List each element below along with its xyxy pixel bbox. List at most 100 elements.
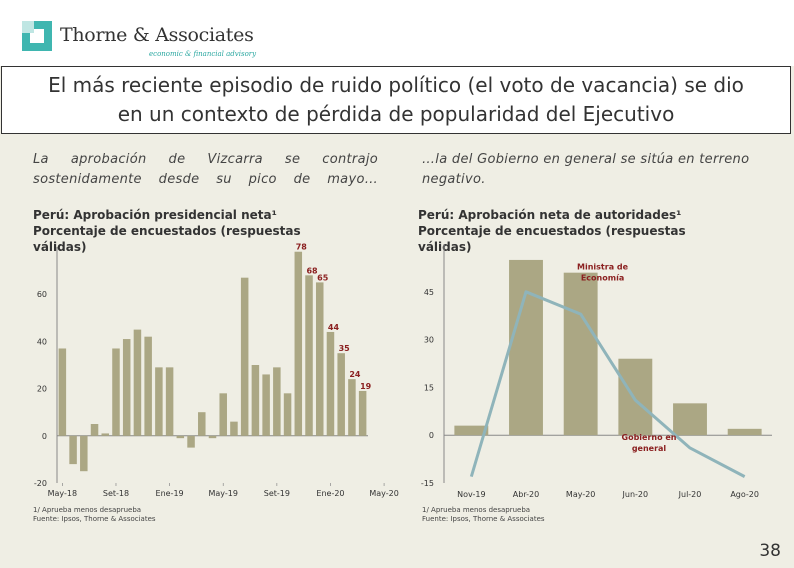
left-bar <box>80 435 88 472</box>
right-line-series-label-1: Gobierno en <box>622 433 677 442</box>
right-footnote: 1/ Aprueba menos desaprueba Fuente: Ipso… <box>422 506 545 524</box>
left-chart-title-line1: Perú: Aprobación presidencial neta¹ <box>33 208 277 222</box>
left-data-label: 65 <box>317 273 329 282</box>
left-footnote-2: Fuente: Ipsos, Thorne & Associates <box>33 515 156 523</box>
left-footnote: 1/ Aprueba menos desaprueba Fuente: Ipso… <box>33 506 156 524</box>
left-bar <box>208 435 217 439</box>
right-chart-title: Perú: Aprobación neta de autoridades¹ Po… <box>418 207 686 255</box>
right-x-tick: Jul-20 <box>678 490 702 499</box>
left-bar <box>230 421 238 436</box>
left-bar <box>112 348 120 436</box>
left-footnote-1: 1/ Aprueba menos desaprueba <box>33 506 142 514</box>
left-subtitle-line2: sostenidamente desde su pico de mayo… <box>33 172 378 187</box>
left-bar <box>358 390 367 436</box>
right-y-tick: 45 <box>424 288 434 297</box>
page-title: El más reciente episodio de ruido políti… <box>2 71 790 129</box>
left-bar <box>133 329 142 436</box>
left-bar <box>240 277 249 436</box>
title-box: El más reciente episodio de ruido políti… <box>1 66 791 134</box>
brand-tagline: economic & financial advisory <box>149 50 257 58</box>
left-x-tick: Ene-19 <box>156 489 184 498</box>
right-y-tick: 30 <box>424 336 434 345</box>
left-chart-title: Perú: Aprobación presidencial neta¹ Porc… <box>33 207 301 255</box>
right-bar-series-label-2: Economía <box>581 273 624 282</box>
left-bar <box>101 433 110 436</box>
right-chart-title-line1: Perú: Aprobación neta de autoridades¹ <box>418 208 682 222</box>
left-bar <box>165 367 174 436</box>
left-bar <box>251 365 260 436</box>
right-line-series-label-2: general <box>632 444 667 453</box>
left-bar <box>283 393 292 436</box>
left-bar <box>155 367 163 436</box>
left-x-tick: May-18 <box>48 489 77 498</box>
left-x-tick: May-19 <box>208 489 237 498</box>
left-data-label: 24 <box>349 370 361 379</box>
left-data-label: 44 <box>328 323 340 332</box>
right-x-tick: Nov-19 <box>457 490 485 499</box>
right-footnote-2: Fuente: Ipsos, Thorne & Associates <box>422 515 545 523</box>
left-bar <box>187 435 195 448</box>
right-chart-title-line3: válidas) <box>418 240 472 254</box>
left-bar <box>69 435 77 465</box>
right-bar <box>727 428 762 436</box>
left-x-tick: Set-18 <box>103 489 129 498</box>
left-data-label: 78 <box>296 243 308 252</box>
left-bar <box>90 424 99 436</box>
right-footnote-1: 1/ Aprueba menos desaprueba <box>422 506 531 514</box>
left-y-tick: 60 <box>37 290 47 299</box>
right-x-tick: May-20 <box>566 490 595 499</box>
left-bar <box>198 412 206 436</box>
right-chart-title-line2: Porcentaje de encuestados (respuestas <box>418 224 686 238</box>
left-subtitle: La aprobación de Vizcarra se contrajo so… <box>33 150 378 190</box>
right-y-tick: 0 <box>429 431 434 440</box>
logo-icon <box>22 21 52 51</box>
right-bar <box>454 425 489 436</box>
right-bar <box>563 272 598 436</box>
left-bar <box>294 251 303 436</box>
left-bar <box>305 275 313 436</box>
right-bar <box>673 403 707 436</box>
left-data-label: 35 <box>339 344 351 353</box>
right-bar-series-label-1: Ministra de <box>577 262 629 271</box>
left-bar <box>273 367 281 436</box>
right-x-tick: Abr-20 <box>513 490 539 499</box>
left-x-tick: May-20 <box>369 489 398 498</box>
right-subtitle-line2: negativo. <box>422 172 486 187</box>
right-y-tick: 15 <box>424 383 434 392</box>
page-number: 38 <box>759 541 781 561</box>
left-bar <box>262 374 270 436</box>
right-y-tick: -15 <box>421 479 434 488</box>
page-title-line1: El más reciente episodio de ruido políti… <box>48 73 744 97</box>
right-bar <box>618 358 653 436</box>
left-bar <box>348 379 356 436</box>
left-bar <box>122 339 131 436</box>
right-subtitle-line1: …la del Gobierno en general se sitúa en … <box>422 152 750 167</box>
header: Thorne & Associates economic & financial… <box>0 0 794 66</box>
left-y-tick: 0 <box>42 432 47 441</box>
right-chart: -15 0 15 30 45 Nov-19 Abr-20 May-20 Jun-20 Jul-20… <box>421 244 772 499</box>
logo-corner <box>22 21 34 33</box>
left-bar <box>144 336 152 436</box>
left-subtitle-line1: La aprobación de Vizcarra se contrajo <box>33 152 378 167</box>
right-bar <box>509 259 543 436</box>
left-bar <box>315 282 324 436</box>
right-x-tick: Ago-20 <box>730 490 759 499</box>
right-x-tick: Jun-20 <box>622 490 649 499</box>
left-bar <box>219 393 227 436</box>
left-chart-title-line3: válidas) <box>33 240 87 254</box>
left-data-label: 19 <box>360 382 372 391</box>
right-line-series <box>469 290 746 478</box>
brand-name: Thorne & Associates <box>60 24 254 46</box>
left-x-tick: Set-19 <box>264 489 290 498</box>
left-chart-title-line2: Porcentaje de encuestados (respuestas <box>33 224 301 238</box>
left-y-tick: -20 <box>34 479 47 488</box>
left-data-label: 68 <box>306 266 318 275</box>
right-subtitle: …la del Gobierno en general se sitúa en … <box>422 150 782 190</box>
left-y-tick: 40 <box>37 337 47 346</box>
left-bar <box>58 348 67 436</box>
page-title-line2: en un contexto de pérdida de popularidad… <box>117 102 675 126</box>
left-bar <box>337 353 345 436</box>
left-bar <box>326 331 335 436</box>
left-y-tick: 20 <box>37 385 47 394</box>
